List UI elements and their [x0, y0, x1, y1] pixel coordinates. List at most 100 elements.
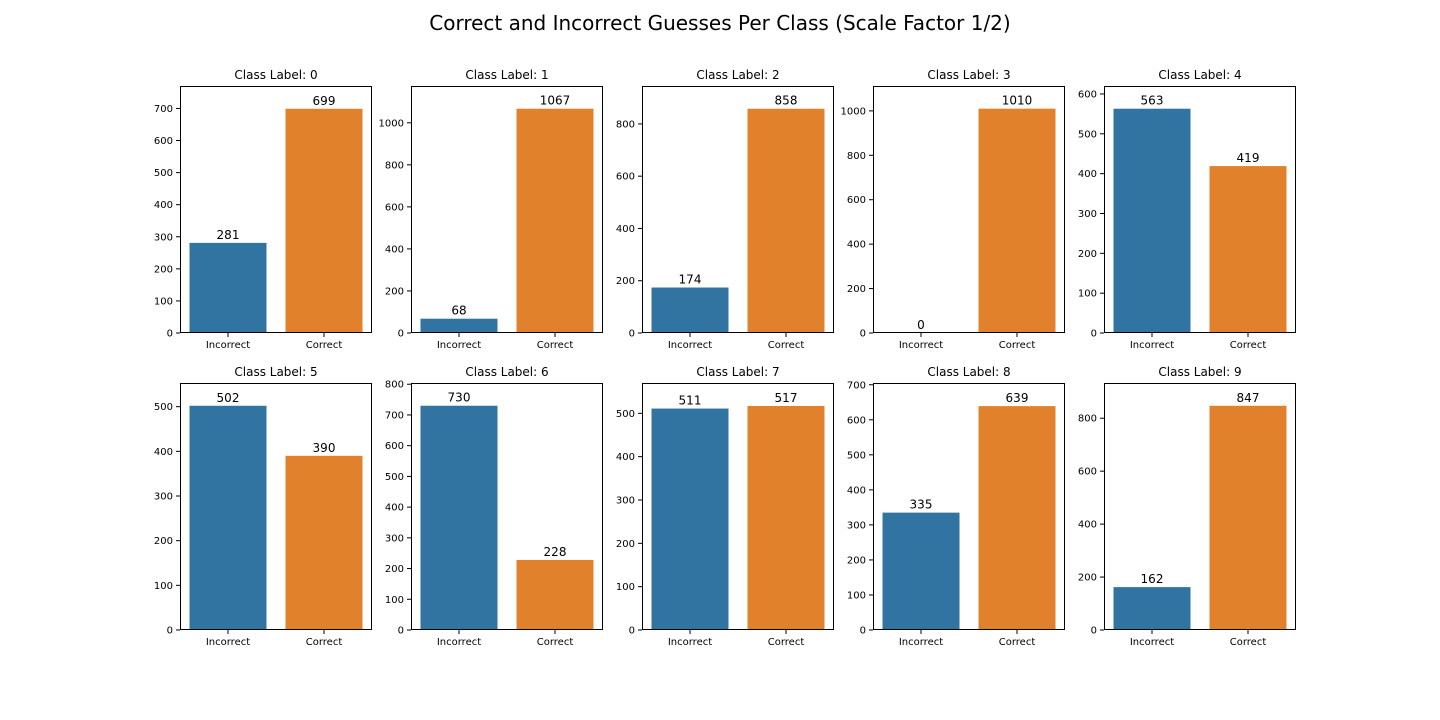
y-tick-label: 500	[847, 450, 866, 461]
bar-value-label: 0	[917, 318, 925, 332]
y-tick-label: 800	[616, 119, 635, 130]
subplot-class-5: Class Label: 5 502 Incorrect 390 Correct 0 100…	[154, 365, 372, 648]
y-tick-label: 400	[847, 240, 866, 251]
y-tick-label: 500	[1078, 129, 1097, 140]
x-tick-label: Incorrect	[899, 340, 943, 351]
bar-value-label: 68	[451, 304, 466, 318]
x-tick-label: Incorrect	[668, 637, 712, 648]
y-tick-label: 200	[847, 284, 866, 295]
subplot-title: Class Label: 1	[465, 68, 548, 82]
y-tick-label: 0	[629, 626, 635, 637]
y-tick-label: 0	[629, 329, 635, 340]
x-tick-label: Correct	[537, 340, 574, 351]
subplot-class-2: Class Label: 2 174 Incorrect 858 Correct 0 200…	[616, 68, 834, 351]
y-tick-label: 400	[1078, 520, 1097, 531]
y-tick-label: 400	[154, 447, 173, 458]
y-tick-label: 300	[847, 520, 866, 531]
y-tick-label: 0	[167, 329, 173, 340]
y-tick-label: 200	[385, 286, 404, 297]
bar-value-label: 858	[775, 94, 798, 108]
bar-value-label: 335	[910, 498, 933, 512]
x-tick-label: Incorrect	[1130, 637, 1174, 648]
y-tick-label: 100	[154, 296, 173, 307]
bar-value-label: 730	[448, 391, 471, 405]
y-tick-label: 100	[385, 595, 404, 606]
x-tick-label: Correct	[537, 637, 574, 648]
bar-correct	[747, 108, 825, 333]
subplot-title: Class Label: 3	[927, 68, 1010, 82]
axes-frame	[180, 383, 372, 630]
y-tick-label: 700	[154, 104, 173, 115]
bar-incorrect	[651, 408, 729, 630]
y-tick-label: 500	[154, 168, 173, 179]
subplot-title: Class Label: 0	[234, 68, 317, 82]
y-tick-label: 300	[154, 492, 173, 503]
bar-incorrect	[1113, 587, 1191, 630]
y-tick-label: 400	[385, 244, 404, 255]
axes-frame	[411, 383, 603, 630]
y-tick-label: 200	[385, 564, 404, 575]
subplot-title: Class Label: 8	[927, 365, 1010, 379]
bar-value-label: 1067	[540, 94, 571, 108]
subplot-class-4: Class Label: 4 563 Incorrect 419 Correct 0 100…	[1078, 68, 1296, 351]
y-tick-label: 100	[847, 590, 866, 601]
y-tick-label: 0	[398, 626, 404, 637]
y-tick-label: 100	[616, 582, 635, 593]
y-tick-label: 400	[616, 224, 635, 235]
y-tick-label: 400	[385, 503, 404, 514]
y-tick-label: 1000	[379, 118, 404, 129]
subplot-title: Class Label: 2	[696, 68, 779, 82]
axes-frame	[873, 383, 1065, 630]
y-tick-label: 100	[154, 581, 173, 592]
y-tick-label: 400	[1078, 169, 1097, 180]
y-tick-label: 1000	[841, 106, 866, 117]
bar-correct	[1209, 166, 1287, 333]
y-tick-label: 800	[385, 160, 404, 171]
y-tick-label: 500	[385, 472, 404, 483]
y-tick-label: 200	[154, 264, 173, 275]
x-tick-label: Incorrect	[899, 637, 943, 648]
y-tick-label: 600	[616, 172, 635, 183]
bar-value-label: 390	[313, 441, 336, 455]
bar-incorrect	[189, 242, 267, 333]
y-tick-label: 300	[616, 496, 635, 507]
y-tick-label: 300	[1078, 209, 1097, 220]
y-tick-label: 100	[1078, 289, 1097, 300]
y-tick-label: 300	[385, 533, 404, 544]
subplot-class-6: Class Label: 6 730 Incorrect 228 Correct 0 100…	[385, 365, 603, 648]
axes-frame	[873, 86, 1065, 333]
bar-value-label: 517	[775, 391, 798, 405]
x-tick-label: Correct	[768, 340, 805, 351]
bar-incorrect	[420, 318, 498, 333]
bar-correct	[516, 559, 594, 630]
bar-value-label: 563	[1141, 94, 1164, 108]
subplot-title: Class Label: 6	[465, 365, 548, 379]
subplot-class-1: Class Label: 1 68 Incorrect 1067 Correct 0 200…	[379, 68, 603, 351]
y-tick-label: 700	[847, 380, 866, 391]
bar-value-label: 281	[217, 228, 240, 242]
y-tick-label: 0	[860, 626, 866, 637]
x-tick-label: Incorrect	[206, 340, 250, 351]
bar-incorrect	[882, 512, 960, 630]
subplot-class-9: Class Label: 9 162 Incorrect 847 Correct 0 200…	[1078, 365, 1296, 648]
y-tick-label: 600	[847, 195, 866, 206]
bar-correct	[747, 405, 825, 630]
x-tick-label: Incorrect	[437, 340, 481, 351]
y-tick-label: 0	[398, 329, 404, 340]
bar-value-label: 699	[313, 94, 336, 108]
x-tick-label: Correct	[306, 340, 343, 351]
y-tick-label: 800	[385, 380, 404, 391]
bar-value-label: 502	[217, 391, 240, 405]
subplot-class-3: Class Label: 3 0 Incorrect 1010 Correct 0 200 4…	[841, 68, 1065, 351]
y-tick-label: 600	[385, 441, 404, 452]
x-tick-label: Correct	[306, 637, 343, 648]
bar-correct	[285, 455, 363, 630]
subplot-title: Class Label: 7	[696, 365, 779, 379]
y-tick-label: 300	[154, 232, 173, 243]
x-tick-label: Correct	[768, 637, 805, 648]
y-tick-label: 200	[154, 536, 173, 547]
y-tick-label: 0	[1091, 329, 1097, 340]
subplot-class-8: Class Label: 8 335 Incorrect 639 Correct 0 100…	[847, 365, 1065, 648]
y-tick-label: 600	[385, 202, 404, 213]
y-tick-label: 600	[154, 136, 173, 147]
